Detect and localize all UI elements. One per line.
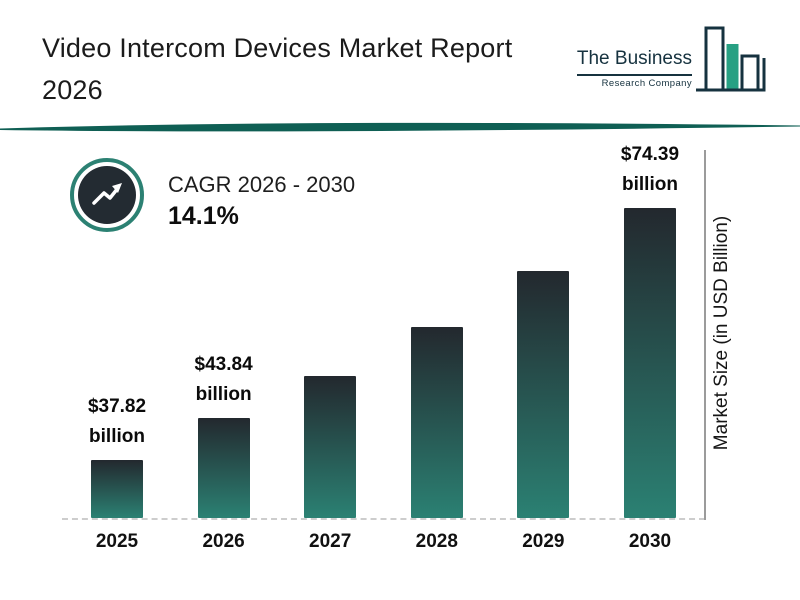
bar-2029 xyxy=(517,271,570,518)
x-axis-label-2030: 2030 xyxy=(628,531,672,552)
bar-column-2029 xyxy=(496,271,590,518)
bar-column-2027 xyxy=(283,376,377,518)
bar-column-2026: $43.84 billion xyxy=(177,350,271,518)
x-axis-label-2028: 2028 xyxy=(415,531,458,552)
bar-2026 xyxy=(197,418,250,518)
x-axis-label-2025: 2025 xyxy=(95,531,139,552)
bar-chart: $37.82 billion $43.84 billion $74.39 billion xyxy=(62,144,705,520)
y-axis-title: Market Size (in USD Billion) xyxy=(711,215,732,451)
bar-column-2030: $74.39 billion xyxy=(603,140,697,518)
bar-2030 xyxy=(623,208,676,518)
cagr-label: CAGR 2026 - 2030 xyxy=(168,172,356,197)
x-axis-labels: 2025 2026 2027 2028 2029 2030 xyxy=(62,531,705,553)
logo-bar-chart-icon xyxy=(696,26,766,92)
bar-2028 xyxy=(410,327,463,518)
bar-column-2028 xyxy=(390,327,484,518)
growth-badge xyxy=(70,158,144,232)
x-axis-label-2026: 2026 xyxy=(202,531,245,552)
cagr-value: 14.1% xyxy=(168,202,239,230)
company-logo-name: The Business xyxy=(576,48,692,76)
bar-2025 xyxy=(91,460,143,518)
trend-up-arrow-icon xyxy=(92,183,122,205)
page-title-line1: Video Intercom Devices Market Report xyxy=(42,33,513,63)
company-logo-subname: Research Company xyxy=(601,78,692,89)
x-axis-label-2027: 2027 xyxy=(309,531,352,552)
divider-line xyxy=(0,122,800,132)
company-logo-text: The Business Research Company xyxy=(576,48,692,89)
company-logo: The Business Research Company xyxy=(576,26,766,104)
page-title: Video Intercom Devices Market Report 202… xyxy=(42,28,512,112)
y-axis-line xyxy=(704,150,706,520)
bar-value-label-2030: $74.39 billion xyxy=(620,144,680,195)
bar-value-label-2025: $37.82 billion xyxy=(87,396,147,447)
bar-column-2025: $37.82 billion xyxy=(70,392,164,518)
bar-value-label-2026: $43.84 billion xyxy=(194,354,253,405)
page-title-line2: 2026 xyxy=(42,74,103,105)
growth-badge-circle xyxy=(78,166,136,224)
plot-area: $37.82 billion $43.84 billion $74.39 billion xyxy=(62,144,705,518)
bar-2027 xyxy=(304,376,357,518)
x-axis-label-2029: 2029 xyxy=(522,531,565,552)
